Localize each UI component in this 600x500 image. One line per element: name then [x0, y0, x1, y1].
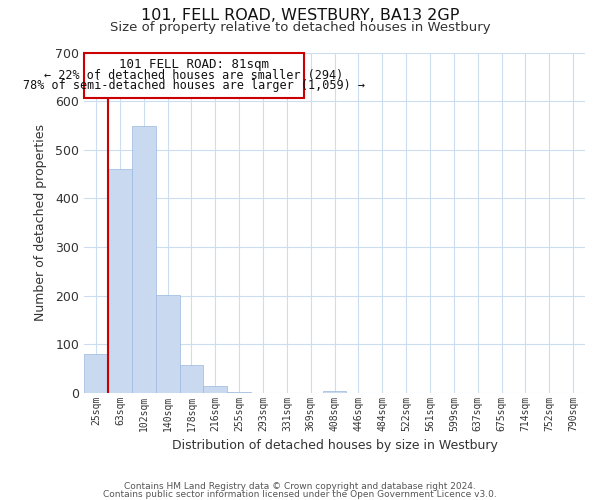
Text: Contains HM Land Registry data © Crown copyright and database right 2024.: Contains HM Land Registry data © Crown c…	[124, 482, 476, 491]
Text: 78% of semi-detached houses are larger (1,059) →: 78% of semi-detached houses are larger (…	[23, 79, 365, 92]
Text: 101 FELL ROAD: 81sqm: 101 FELL ROAD: 81sqm	[119, 58, 269, 71]
Text: ← 22% of detached houses are smaller (294): ← 22% of detached houses are smaller (29…	[44, 68, 343, 82]
Bar	[155, 296, 179, 393]
Bar	[84, 354, 108, 393]
Text: Size of property relative to detached houses in Westbury: Size of property relative to detached ho…	[110, 21, 490, 34]
Y-axis label: Number of detached properties: Number of detached properties	[34, 124, 47, 322]
Bar	[323, 390, 346, 393]
FancyBboxPatch shape	[84, 52, 304, 98]
Text: 101, FELL ROAD, WESTBURY, BA13 2GP: 101, FELL ROAD, WESTBURY, BA13 2GP	[141, 8, 459, 22]
Bar	[108, 170, 132, 393]
X-axis label: Distribution of detached houses by size in Westbury: Distribution of detached houses by size …	[172, 440, 497, 452]
Bar	[179, 366, 203, 393]
Bar	[132, 126, 155, 393]
Bar	[227, 392, 251, 393]
Bar	[203, 386, 227, 393]
Text: Contains public sector information licensed under the Open Government Licence v3: Contains public sector information licen…	[103, 490, 497, 499]
